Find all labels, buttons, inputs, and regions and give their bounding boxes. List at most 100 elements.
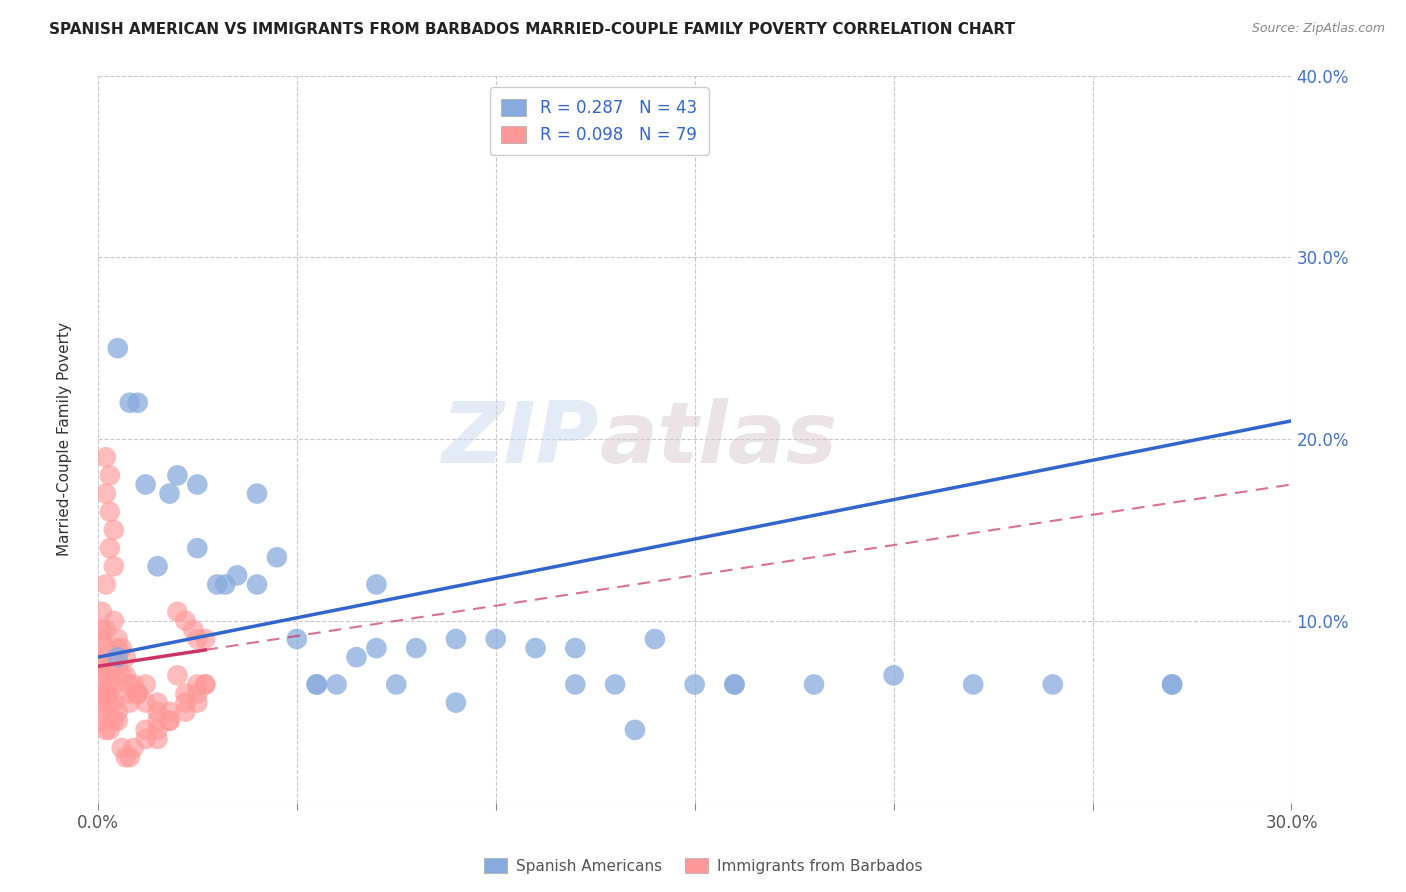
Point [111, 668, 134, 682]
Point [305, 677, 328, 691]
Point [118, 395, 141, 409]
Point [146, 731, 169, 746]
Point [114, 750, 136, 764]
Point [159, 714, 181, 728]
Point [135, 696, 157, 710]
Point [94, 486, 117, 500]
Point [111, 641, 134, 656]
Legend: R = 0.287   N = 43, R = 0.098   N = 79: R = 0.287 N = 43, R = 0.098 N = 79 [489, 87, 709, 155]
Point [122, 677, 145, 691]
Point [94, 450, 117, 465]
Point [159, 486, 181, 500]
Point [564, 641, 586, 656]
Point [94, 577, 117, 591]
Point [118, 687, 141, 701]
Point [90, 623, 112, 637]
Point [94, 723, 117, 737]
Point [366, 577, 388, 591]
Point [146, 714, 169, 728]
Point [90, 659, 112, 673]
Point [174, 614, 197, 628]
Point [186, 696, 208, 710]
Point [186, 477, 208, 491]
Point [194, 677, 217, 691]
Point [114, 668, 136, 682]
Point [127, 395, 149, 409]
Point [135, 731, 157, 746]
Point [325, 677, 347, 691]
Point [803, 677, 825, 691]
Point [107, 705, 129, 719]
Point [683, 677, 706, 691]
Point [127, 687, 149, 701]
Point [194, 632, 217, 646]
Point [1042, 677, 1064, 691]
Point [90, 714, 112, 728]
Point [107, 650, 129, 665]
Point [103, 696, 125, 710]
Point [118, 696, 141, 710]
Text: Source: ZipAtlas.com: Source: ZipAtlas.com [1251, 22, 1385, 36]
Point [194, 677, 217, 691]
Point [186, 541, 208, 555]
Point [98, 677, 121, 691]
Point [94, 687, 117, 701]
Point [98, 659, 121, 673]
Point [118, 677, 141, 691]
Point [90, 696, 112, 710]
Point [186, 632, 208, 646]
Text: ZIP: ZIP [441, 398, 599, 481]
Text: SPANISH AMERICAN VS IMMIGRANTS FROM BARBADOS MARRIED-COUPLE FAMILY POVERTY CORRE: SPANISH AMERICAN VS IMMIGRANTS FROM BARB… [49, 22, 1015, 37]
Point [103, 614, 125, 628]
Point [723, 677, 745, 691]
Point [98, 468, 121, 483]
Point [146, 696, 169, 710]
Point [114, 650, 136, 665]
Point [405, 641, 427, 656]
Point [186, 687, 208, 701]
Point [94, 623, 117, 637]
Point [174, 687, 197, 701]
Point [90, 668, 112, 682]
Point [183, 623, 205, 637]
Point [90, 632, 112, 646]
Point [186, 677, 208, 691]
Point [135, 677, 157, 691]
Point [174, 705, 197, 719]
Point [159, 705, 181, 719]
Point [107, 641, 129, 656]
Point [90, 687, 112, 701]
Point [146, 559, 169, 574]
Point [246, 486, 269, 500]
Point [94, 641, 117, 656]
Point [166, 468, 188, 483]
Point [207, 577, 229, 591]
Point [723, 677, 745, 691]
Point [135, 723, 157, 737]
Legend: Spanish Americans, Immigrants from Barbados: Spanish Americans, Immigrants from Barba… [478, 852, 928, 880]
Point [226, 568, 249, 582]
Point [883, 668, 905, 682]
Point [103, 714, 125, 728]
Point [166, 668, 188, 682]
Point [127, 687, 149, 701]
Point [346, 650, 368, 665]
Point [146, 705, 169, 719]
Point [644, 632, 666, 646]
Point [366, 641, 388, 656]
Point [94, 668, 117, 682]
Point [444, 632, 467, 646]
Point [305, 677, 328, 691]
Point [98, 505, 121, 519]
Point [146, 723, 169, 737]
Point [98, 723, 121, 737]
Point [90, 605, 112, 619]
Point [159, 714, 181, 728]
Point [624, 723, 647, 737]
Point [98, 696, 121, 710]
Point [174, 696, 197, 710]
Point [122, 741, 145, 756]
Point [107, 659, 129, 673]
Point [118, 750, 141, 764]
Point [603, 677, 626, 691]
